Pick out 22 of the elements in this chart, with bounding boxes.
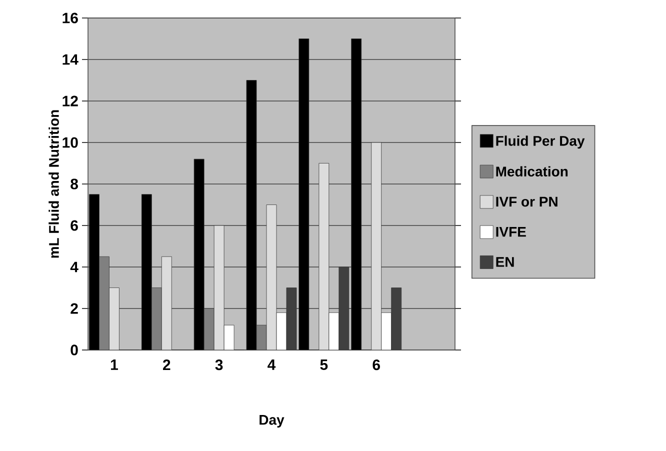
y-tick-label: 2 (70, 303, 78, 314)
x-axis-title: Day (260, 415, 284, 428)
y-axis-title: mL Fluid and Nutrition (48, 110, 59, 258)
y-tick-label: 4 (70, 262, 78, 272)
legend-label: IVFE (496, 227, 526, 237)
x-tick-label: 2 (162, 360, 170, 370)
y-tick-label: 8 (70, 178, 78, 190)
x-tick-label: 5 (320, 360, 328, 370)
y-tick-label: 6 (70, 220, 78, 231)
x-tick-label: 6 (372, 360, 380, 370)
legend-label: IVF or PN (496, 196, 558, 207)
y-tick-label: 10 (62, 137, 78, 148)
x-tick-label: 3 (215, 360, 223, 370)
y-tick-label: 0 (70, 344, 78, 356)
x-tick-label: 4 (268, 360, 276, 370)
legend-label: Fluid Per Day (496, 136, 585, 149)
legend-label: Medication (496, 166, 568, 177)
x-tick-label: 1 (110, 360, 118, 370)
y-tick-label: 16 (62, 12, 78, 24)
y-tick-label: 14 (62, 54, 78, 65)
legend-label: EN (496, 257, 514, 267)
y-tick-label: 12 (62, 96, 78, 106)
